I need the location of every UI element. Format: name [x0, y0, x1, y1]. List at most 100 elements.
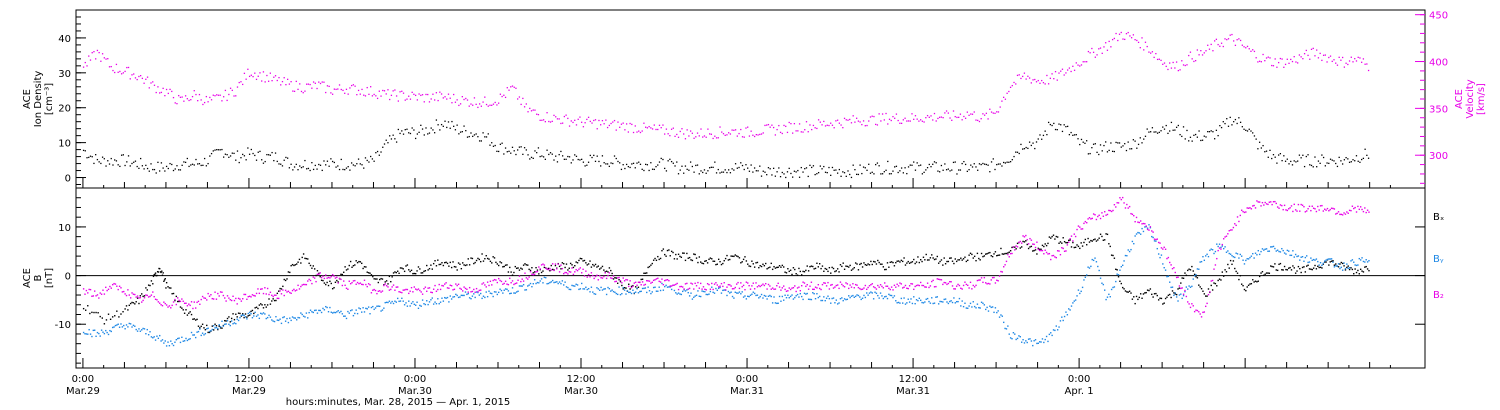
data-point	[818, 263, 821, 265]
data-point	[874, 261, 876, 263]
data-point	[1261, 248, 1264, 250]
data-point	[814, 173, 816, 176]
data-point	[690, 259, 692, 261]
data-point	[1359, 57, 1361, 59]
data-point	[857, 269, 860, 271]
data-point	[603, 269, 605, 271]
data-point	[372, 275, 374, 278]
data-point	[868, 163, 870, 165]
data-point	[1271, 64, 1273, 67]
data-point	[194, 319, 197, 321]
data-point	[596, 128, 598, 130]
data-point	[493, 278, 496, 281]
data-point	[921, 120, 924, 122]
data-point	[127, 66, 130, 69]
data-point	[232, 313, 234, 315]
data-point	[489, 104, 491, 106]
data-point	[251, 294, 254, 296]
data-point	[521, 285, 523, 287]
data-point	[859, 164, 861, 166]
data-point	[1338, 156, 1340, 159]
data-point	[697, 290, 699, 292]
x-axis-date-label: Mar.29	[232, 386, 266, 397]
data-point	[781, 132, 783, 135]
data-point	[638, 161, 640, 163]
data-point	[1120, 198, 1123, 201]
data-point	[474, 261, 476, 264]
data-point	[276, 292, 279, 295]
data-point	[676, 282, 678, 285]
x-axis-date-label: Mar.30	[564, 386, 598, 397]
data-point	[495, 291, 497, 293]
data-point	[752, 291, 754, 293]
data-point	[1211, 249, 1214, 251]
data-point	[1254, 252, 1257, 254]
data-point	[157, 337, 160, 340]
data-point	[267, 154, 270, 156]
data-point	[740, 162, 742, 164]
data-point	[385, 139, 387, 141]
data-point	[753, 135, 756, 138]
data-point	[153, 168, 156, 171]
data-point	[906, 172, 908, 175]
data-point	[574, 265, 576, 267]
data-point	[91, 156, 93, 158]
data-point	[1337, 211, 1340, 213]
data-point	[1063, 74, 1065, 76]
data-point	[1247, 284, 1250, 286]
data-point	[406, 128, 408, 130]
data-point	[477, 290, 479, 293]
data-point	[1186, 129, 1188, 132]
data-point	[1073, 300, 1075, 302]
data-point	[114, 315, 116, 317]
data-point	[1242, 210, 1244, 213]
data-point	[1275, 269, 1277, 271]
data-point	[409, 98, 412, 100]
data-point	[703, 169, 706, 171]
data-point	[341, 313, 344, 315]
data-point	[664, 285, 666, 288]
data-point	[937, 117, 939, 120]
data-point	[1278, 263, 1280, 266]
data-point	[186, 314, 189, 316]
left-axis-title: ACE Ion Density [cm⁻³]	[22, 71, 55, 128]
data-point	[1070, 235, 1073, 237]
data-point	[852, 283, 854, 285]
data-point	[833, 127, 835, 129]
data-point	[983, 163, 986, 165]
data-point	[1181, 297, 1183, 300]
data-point	[1095, 240, 1098, 242]
data-point	[1191, 140, 1193, 142]
data-point	[387, 89, 389, 91]
data-point	[655, 290, 658, 292]
data-point	[987, 252, 990, 254]
data-point	[163, 279, 166, 281]
data-point	[533, 271, 536, 273]
data-point	[453, 125, 455, 127]
data-point	[1267, 272, 1269, 274]
data-point	[935, 120, 937, 122]
data-point	[1310, 48, 1313, 50]
data-point	[643, 169, 645, 172]
data-point	[1162, 263, 1164, 265]
data-point	[118, 285, 121, 288]
data-point	[769, 168, 771, 170]
data-point	[888, 287, 890, 290]
data-point	[871, 171, 873, 173]
data-point	[412, 272, 414, 275]
data-point	[1239, 121, 1242, 123]
data-point	[1233, 40, 1235, 42]
data-point	[319, 272, 321, 274]
data-point	[139, 330, 142, 332]
data-point	[1274, 58, 1276, 60]
data-point	[672, 251, 674, 254]
data-point	[839, 264, 842, 266]
data-point	[1219, 125, 1221, 127]
data-point	[1234, 44, 1237, 47]
data-point	[975, 284, 977, 287]
data-point	[549, 281, 551, 284]
data-point	[186, 339, 189, 342]
data-point	[456, 284, 458, 287]
data-point	[1245, 129, 1247, 131]
data-point	[680, 256, 683, 258]
